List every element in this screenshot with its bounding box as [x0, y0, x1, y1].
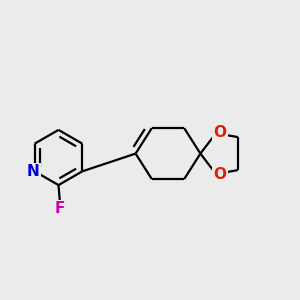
- Text: N: N: [27, 164, 40, 179]
- Text: O: O: [214, 125, 227, 140]
- Text: O: O: [214, 167, 227, 182]
- Text: F: F: [55, 201, 65, 216]
